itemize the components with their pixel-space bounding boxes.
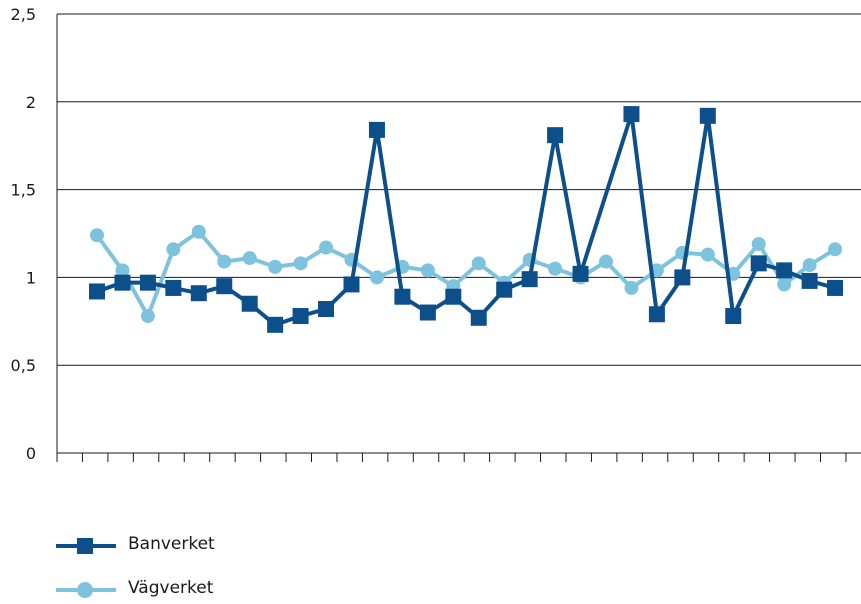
data-point bbox=[801, 272, 818, 289]
data-point bbox=[572, 265, 589, 282]
legend-swatch-banverket bbox=[56, 538, 116, 554]
y-tick-label: 1 bbox=[26, 268, 36, 287]
legend-label-banverket: Banverket bbox=[128, 534, 215, 554]
data-point bbox=[191, 224, 206, 239]
data-point bbox=[140, 309, 155, 324]
data-point bbox=[343, 276, 360, 293]
data-point bbox=[777, 277, 792, 292]
data-point bbox=[114, 274, 131, 291]
data-point bbox=[190, 285, 207, 302]
line-chart: 00,511,522,5 200520052006200720082008200… bbox=[11, 5, 861, 463]
data-point bbox=[394, 288, 411, 305]
data-point bbox=[419, 304, 436, 321]
data-point bbox=[139, 274, 156, 291]
data-point bbox=[368, 121, 385, 138]
legend-item-banverket: Banverket bbox=[54, 530, 354, 560]
data-point bbox=[776, 262, 793, 279]
data-point bbox=[700, 247, 715, 262]
data-point bbox=[292, 308, 309, 325]
data-point bbox=[750, 255, 767, 272]
data-point bbox=[166, 242, 181, 257]
data-point bbox=[828, 242, 843, 257]
data-point bbox=[599, 254, 613, 269]
data-point bbox=[699, 107, 716, 124]
series-0 bbox=[89, 106, 844, 333]
legend-item-vagverket: Vägverket bbox=[54, 574, 354, 604]
series-group bbox=[89, 106, 844, 333]
y-tick-label: 0,5 bbox=[11, 356, 36, 375]
data-point bbox=[293, 256, 308, 271]
data-point bbox=[623, 106, 640, 123]
data-point bbox=[90, 228, 104, 243]
data-point bbox=[674, 269, 691, 286]
data-point bbox=[420, 263, 435, 278]
data-point bbox=[217, 254, 232, 269]
data-point bbox=[548, 261, 563, 276]
data-point bbox=[369, 270, 384, 285]
data-point bbox=[827, 279, 844, 296]
data-point bbox=[216, 278, 233, 295]
axes bbox=[56, 14, 861, 462]
y-tick-labels: 0 0,5 1 1,5 2 2,5 bbox=[11, 5, 36, 463]
data-point bbox=[115, 263, 130, 278]
data-point bbox=[624, 280, 639, 295]
data-point bbox=[318, 301, 335, 318]
series-line bbox=[96, 113, 836, 328]
y-tick-label: 0 bbox=[26, 444, 36, 463]
data-point bbox=[471, 256, 486, 271]
data-point bbox=[470, 309, 487, 326]
series-1 bbox=[90, 224, 843, 324]
data-point bbox=[165, 279, 182, 296]
data-point bbox=[802, 258, 817, 273]
data-point bbox=[268, 259, 283, 274]
data-point bbox=[319, 240, 334, 255]
data-point bbox=[751, 237, 766, 252]
y-tick-label: 2 bbox=[26, 93, 36, 112]
data-point bbox=[521, 271, 538, 288]
y-tick-label: 2,5 bbox=[11, 5, 36, 24]
data-point bbox=[496, 281, 513, 298]
data-point bbox=[725, 308, 742, 325]
data-point bbox=[242, 251, 257, 266]
legend-label-vagverket: Vägverket bbox=[128, 578, 214, 598]
data-point bbox=[547, 127, 564, 144]
data-point bbox=[445, 288, 462, 305]
y-tick-label: 1,5 bbox=[11, 181, 36, 200]
data-point bbox=[241, 295, 258, 312]
legend-swatch-vagverket bbox=[56, 582, 116, 598]
data-point bbox=[89, 283, 105, 300]
data-point bbox=[648, 306, 665, 323]
data-point bbox=[267, 316, 284, 333]
